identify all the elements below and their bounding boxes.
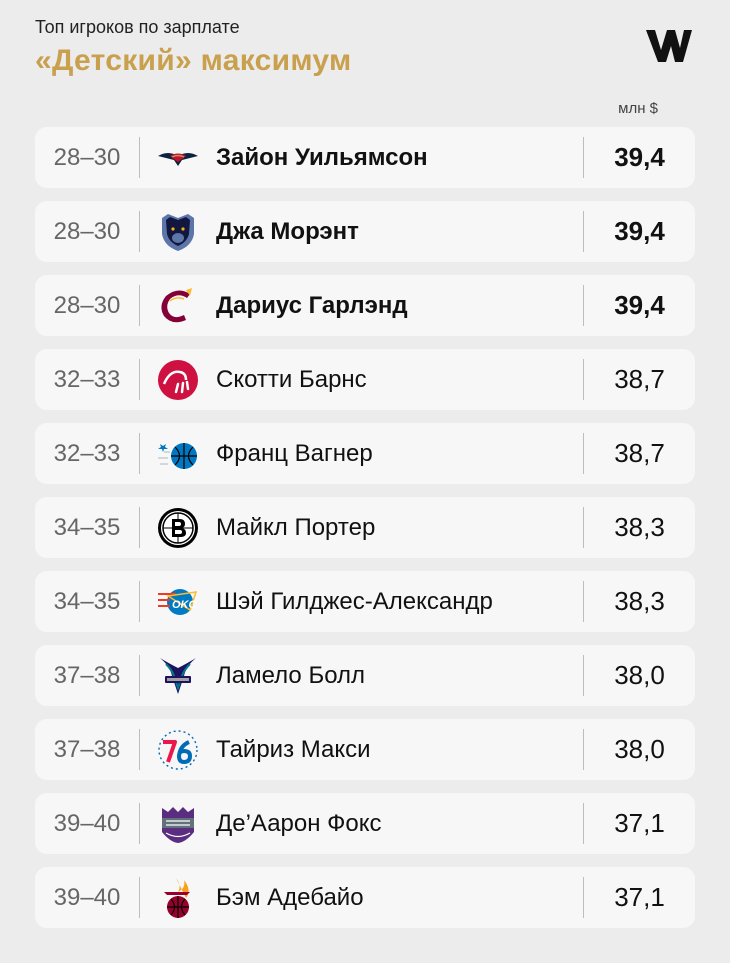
list-item: 39–40 Бэм Адебайо 37,1 — [35, 867, 695, 928]
grizzlies-logo-icon — [162, 213, 194, 251]
list-item: 37–38 Тайриз Макси 38,0 — [35, 719, 695, 780]
divider — [139, 729, 140, 770]
divider — [139, 211, 140, 252]
salary-value: 39,4 — [614, 216, 665, 246]
player-name: Джа Морэнт — [216, 217, 359, 245]
pelicans-logo-icon — [158, 152, 198, 166]
divider — [139, 433, 140, 474]
rank: 34–35 — [53, 513, 121, 541]
divider — [139, 877, 140, 918]
player-name: Тайриз Макси — [216, 735, 371, 763]
divider — [583, 433, 584, 474]
rank: 32–33 — [53, 439, 121, 467]
player-name: Зайон Уильямсон — [216, 143, 428, 171]
rank: 39–40 — [53, 809, 121, 837]
team-logo — [140, 349, 216, 410]
team-logo — [140, 127, 216, 188]
sixers-logo-icon — [158, 729, 198, 770]
cavaliers-logo-icon — [161, 287, 192, 322]
rank: 28–30 — [53, 291, 121, 319]
list-item: 28–30 Зайон Уильямсон 39,4 — [35, 127, 695, 188]
player-name: Шэй Гилджес-Александр — [216, 587, 493, 615]
divider — [583, 507, 584, 548]
raptors-logo-icon — [158, 359, 198, 400]
list-item: 37–38 Ламело Болл 38,0 — [35, 645, 695, 706]
hornets-logo-icon — [160, 657, 196, 694]
rank: 37–38 — [53, 735, 121, 763]
team-logo: OKC — [140, 571, 216, 632]
rank: 39–40 — [53, 883, 121, 911]
player-name: Скотти Барнс — [216, 365, 367, 393]
page-title: «Детский» максимум — [35, 44, 352, 77]
divider — [583, 359, 584, 400]
divider — [139, 655, 140, 696]
list-item: 32–33 Скотти Барнс 38,7 — [35, 349, 695, 410]
player-name: Бэм Адебайо — [216, 883, 364, 911]
player-name: Майкл Портер — [216, 513, 376, 541]
divider — [583, 581, 584, 622]
divider — [583, 211, 584, 252]
divider — [139, 137, 140, 178]
nets-logo-icon — [158, 507, 198, 548]
salary-value: 38,3 — [614, 586, 665, 616]
team-logo — [140, 275, 216, 336]
divider — [583, 137, 584, 178]
team-logo — [140, 867, 216, 928]
list-item: 39–40 Де’Аарон Фокс 37,1 — [35, 793, 695, 854]
salary-value: 38,7 — [614, 438, 665, 468]
divider — [139, 285, 140, 326]
team-logo — [140, 201, 216, 262]
list-item: 34–35 Майкл Портер 38,3 — [35, 497, 695, 558]
divider — [139, 359, 140, 400]
rank: 34–35 — [53, 587, 121, 615]
divider — [139, 803, 140, 844]
team-logo — [140, 719, 216, 780]
rank: 28–30 — [53, 217, 121, 245]
salary-value: 39,4 — [614, 142, 665, 172]
brand-logo-icon — [646, 30, 692, 62]
divider — [583, 803, 584, 844]
rank: 32–33 — [53, 365, 121, 393]
magic-logo-icon — [158, 442, 197, 469]
player-name: Дариус Гарлэнд — [216, 291, 408, 319]
divider — [583, 285, 584, 326]
salary-value: 39,4 — [614, 290, 665, 320]
team-logo — [140, 793, 216, 854]
heat-logo-icon — [164, 877, 190, 918]
salary-value: 38,7 — [614, 364, 665, 394]
list-item: 28–30 Дариус Гарлэнд 39,4 — [35, 275, 695, 336]
divider — [139, 507, 140, 548]
player-name: Франц Вагнер — [216, 439, 373, 467]
salary-value: 38,0 — [614, 660, 665, 690]
kings-logo-icon — [162, 806, 194, 843]
list-item: 28–30 Джа Морэнт 39,4 — [35, 201, 695, 262]
salary-value: 37,1 — [614, 808, 665, 838]
svg-text:OKC: OKC — [172, 599, 198, 611]
unit-label: млн $ — [618, 100, 658, 117]
team-logo — [140, 497, 216, 558]
divider — [583, 729, 584, 770]
player-name: Ламело Болл — [216, 661, 366, 689]
divider — [139, 581, 140, 622]
rank: 37–38 — [53, 661, 121, 689]
rank: 28–30 — [53, 143, 121, 171]
divider — [583, 877, 584, 918]
salary-list: 28–30 Зайон Уильямсон 39,4 28–30 Джа Мо — [35, 127, 695, 941]
team-logo — [140, 645, 216, 706]
page-subtitle: Топ игроков по зарплате — [35, 17, 240, 37]
team-logo — [140, 423, 216, 484]
list-item: 34–35 OKC Шэй Гилджес-Александр 38,3 — [35, 571, 695, 632]
salary-value: 37,1 — [614, 882, 665, 912]
salary-value: 38,0 — [614, 734, 665, 764]
list-item: 32–33 Франц Вагнер 38,7 — [35, 423, 695, 484]
salary-value: 38,3 — [614, 512, 665, 542]
player-name: Де’Аарон Фокс — [216, 809, 382, 837]
thunder-logo-icon: OKC — [158, 588, 198, 615]
divider — [583, 655, 584, 696]
